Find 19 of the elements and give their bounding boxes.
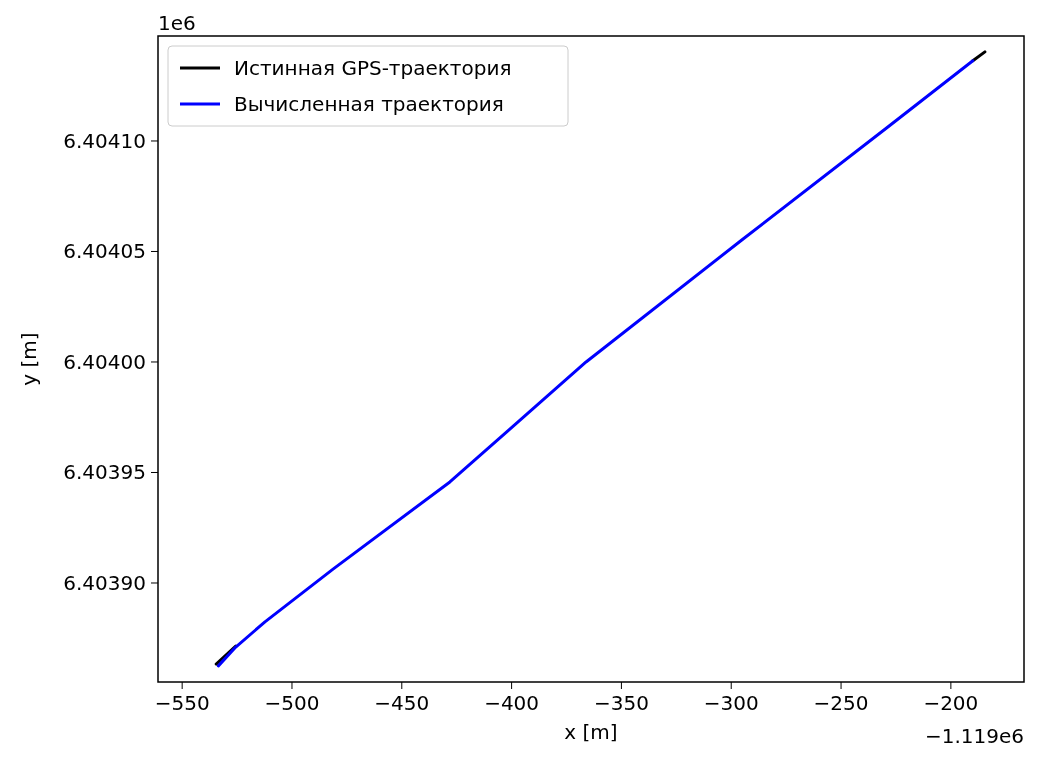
y-tick-label: 6.40400 [63,349,146,374]
x-axis-title: x [m] [564,720,618,744]
y-tick-label: 6.40390 [63,570,146,595]
x-tick-label: −250 [813,691,869,715]
x-tick-label: −500 [264,691,320,715]
legend-label: Вычисленная траектория [234,92,504,116]
x-tick-label: −550 [154,691,210,715]
y-axis-title: y [m] [17,332,41,386]
x-tick-label: −200 [923,691,979,715]
x-tick-label: −300 [703,691,759,715]
x-tick-label: −350 [593,691,649,715]
legend-label: Истинная GPS-траектория [234,56,512,80]
x-tick-label: −450 [374,691,430,715]
text: 1e6 [158,11,196,35]
y-tick-label: 6.40405 [63,239,146,264]
y-tick-label: 6.40395 [63,460,146,485]
text: −1.119e6 [924,724,1024,748]
y-tick-label: 6.40410 [63,128,146,153]
x-tick-label: −400 [484,691,540,715]
